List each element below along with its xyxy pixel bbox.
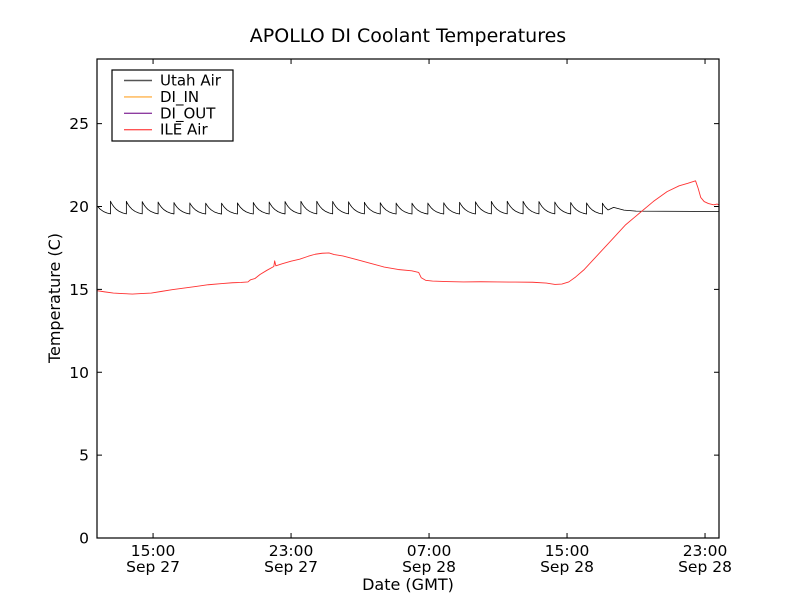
- legend-label: ILE Air: [160, 121, 208, 139]
- series-ile-air: [97, 180, 719, 295]
- y-tick-label: 20: [69, 198, 89, 216]
- y-tick-label: 25: [69, 115, 89, 133]
- x-tick-label-date: Sep 28: [678, 558, 732, 576]
- chart-title: APOLLO DI Coolant Temperatures: [250, 25, 566, 47]
- y-tick-label: 15: [69, 281, 89, 299]
- y-tick-label: 5: [79, 447, 89, 465]
- x-tick-label-time: 15:00: [545, 542, 590, 560]
- series-utah-air: [97, 200, 719, 215]
- x-tick-label-date: Sep 27: [126, 558, 180, 576]
- legend-label: Utah Air: [160, 72, 222, 90]
- y-axis-label: Temperature (C): [45, 233, 64, 364]
- plot-border: [96, 58, 720, 539]
- x-tick-label-date: Sep 28: [402, 558, 456, 576]
- x-tick-label-time: 23:00: [683, 542, 728, 560]
- legend-label: DI_OUT: [160, 104, 216, 123]
- x-tick-label-date: Sep 27: [264, 558, 318, 576]
- x-tick-label-time: 15:00: [131, 542, 176, 560]
- data-series: [97, 180, 719, 295]
- x-tick-label-date: Sep 28: [540, 558, 594, 576]
- y-tick-label: 0: [79, 530, 89, 548]
- x-tick-label-time: 23:00: [269, 542, 314, 560]
- x-tick-label-time: 07:00: [407, 542, 452, 560]
- x-axis-label: Date (GMT): [362, 575, 454, 594]
- legend-label: DI_IN: [160, 88, 199, 107]
- y-tick-label: 10: [69, 364, 89, 382]
